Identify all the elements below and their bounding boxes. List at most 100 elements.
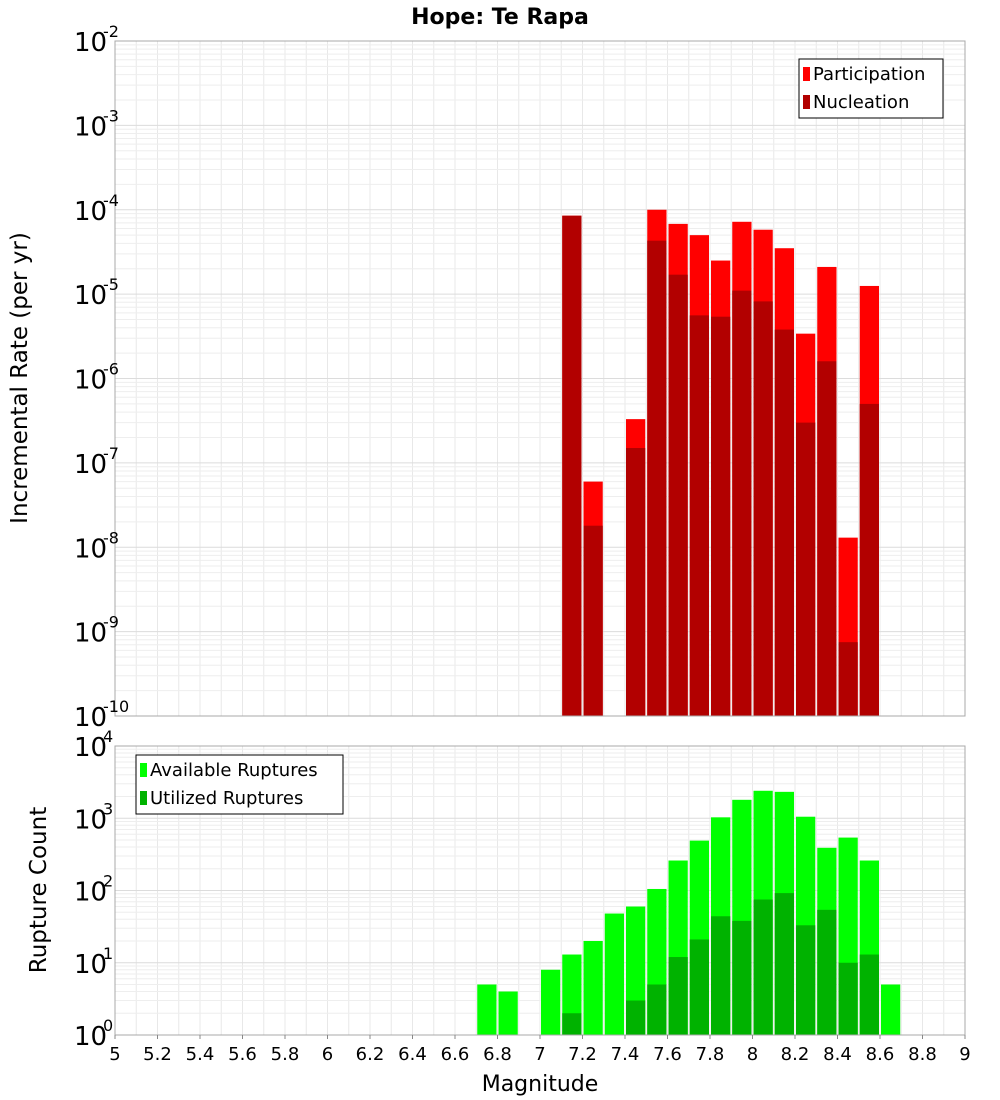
x-ticks: 5 5.2 5.4 5.6 5.8 6 6.2 6.4 6.6 6.8 7 7.2 7.4 7.6 7.8 8… <box>109 1035 971 1065</box>
bottom-y-tick-exponent: 4 <box>103 727 113 746</box>
legend-swatch-nucleation <box>803 95 810 109</box>
legend-label-participation: Participation <box>813 64 925 85</box>
bar-nucleation <box>817 361 837 716</box>
bottom-legend-box <box>135 754 344 815</box>
x-tick-label: 8.2 <box>781 1044 810 1065</box>
bottom-y-axis-label: Rupture Count <box>26 807 52 973</box>
bar-available-ruptures <box>477 984 497 1035</box>
bar-nucleation <box>647 240 667 717</box>
top-y-tick-exponent: -9 <box>103 613 119 632</box>
bottom-y-tick-label: 10 <box>74 950 107 980</box>
top-y-tick-exponent: -6 <box>103 360 119 379</box>
legend-label-utilized: Utilized Ruptures <box>150 788 303 809</box>
x-tick-label: 5 <box>109 1044 120 1065</box>
bar-nucleation <box>689 315 709 716</box>
bar-utilized-ruptures <box>732 920 752 1035</box>
x-tick-label: 7.2 <box>568 1044 597 1065</box>
bar-nucleation <box>774 329 794 716</box>
x-tick-label: 5.2 <box>143 1044 172 1065</box>
bottom-y-tick-exponent: 0 <box>103 1016 113 1035</box>
top-y-tick-exponent: -2 <box>103 22 119 41</box>
bottom-y-tick-label: 10 <box>74 1022 107 1052</box>
bar-utilized-ruptures <box>817 909 837 1035</box>
bar-available-ruptures <box>498 991 518 1035</box>
top-y-tick-label: 10 <box>74 703 107 733</box>
x-tick-label: 5.4 <box>186 1044 215 1065</box>
top-legend: Participation Nucleation <box>798 58 944 119</box>
x-tick-label: 8.8 <box>908 1044 937 1065</box>
x-tick-label: 9 <box>959 1044 970 1065</box>
bar-nucleation <box>626 448 646 716</box>
x-tick-label: 5.6 <box>228 1044 257 1065</box>
top-y-tick-exponent: -5 <box>103 275 119 294</box>
top-y-tick-exponent: -3 <box>103 106 119 125</box>
bar-utilized-ruptures <box>774 893 794 1035</box>
bar-nucleation <box>562 215 582 717</box>
bottom-y-tick-exponent: 3 <box>103 799 113 818</box>
bar-nucleation <box>796 422 816 716</box>
bar-available-ruptures <box>881 984 901 1035</box>
bar-nucleation <box>859 403 879 716</box>
top-y-tick-label: 10 <box>74 450 107 480</box>
bar-utilized-ruptures <box>796 925 816 1035</box>
top-bars <box>562 209 879 717</box>
bar-utilized-ruptures <box>689 939 709 1035</box>
bar-nucleation <box>753 301 773 716</box>
top-y-tick-label: 10 <box>74 281 107 311</box>
bottom-legend: Available Ruptures Utilized Ruptures <box>135 754 344 815</box>
x-tick-label: 6.4 <box>398 1044 427 1065</box>
x-tick-label: 7.4 <box>611 1044 640 1065</box>
bar-utilized-ruptures <box>668 957 688 1035</box>
bottom-y-tick-label: 10 <box>74 805 107 835</box>
top-y-tick-label: 10 <box>74 197 107 227</box>
legend-label-nucleation: Nucleation <box>813 92 909 113</box>
top-y-tick-label: 10 <box>74 534 107 564</box>
bar-nucleation <box>711 316 731 716</box>
bottom-y-tick-label: 10 <box>74 878 107 908</box>
bar-available-ruptures <box>583 941 603 1035</box>
x-tick-label: 7 <box>534 1044 545 1065</box>
bar-available-ruptures <box>604 913 624 1035</box>
top-y-tick-label: 10 <box>74 28 107 58</box>
x-tick-label: 7.8 <box>696 1044 725 1065</box>
x-tick-label: 7.6 <box>653 1044 682 1065</box>
top-y-tick-label: 10 <box>74 619 107 649</box>
top-legend-box <box>798 58 944 119</box>
top-y-tick-exponent: -4 <box>103 191 119 210</box>
top-y-tick-exponent: -7 <box>103 444 119 463</box>
x-tick-label: 6.8 <box>483 1044 512 1065</box>
bar-utilized-ruptures <box>838 962 858 1035</box>
x-tick-label: 6.6 <box>441 1044 470 1065</box>
top-plot-border <box>114 40 966 717</box>
bar-nucleation <box>732 290 752 716</box>
bar-utilized-ruptures <box>859 954 879 1035</box>
bar-available-ruptures <box>541 969 561 1035</box>
bar-utilized-ruptures <box>711 916 731 1035</box>
x-tick-label: 6.2 <box>356 1044 385 1065</box>
x-axis-label: Magnitude <box>482 1072 599 1097</box>
top-y-tick-label: 10 <box>74 366 107 396</box>
bar-nucleation <box>583 525 603 716</box>
legend-swatch-participation <box>803 67 810 81</box>
x-tick-label: 8 <box>747 1044 758 1065</box>
chart-title: Hope: Te Rapa <box>411 5 589 30</box>
bar-utilized-ruptures <box>562 1013 582 1035</box>
top-grid <box>115 41 965 716</box>
legend-swatch-available <box>140 763 147 777</box>
bar-utilized-ruptures <box>647 984 667 1035</box>
top-y-tick-label: 10 <box>74 112 107 142</box>
x-tick-label: 6 <box>322 1044 333 1065</box>
legend-label-available: Available Ruptures <box>150 760 318 781</box>
bottom-y-tick-exponent: 2 <box>103 872 113 891</box>
top-y-axis-label: Incremental Rate (per yr) <box>7 232 33 524</box>
bar-nucleation <box>668 274 688 716</box>
x-tick-label: 5.8 <box>271 1044 300 1065</box>
bar-nucleation <box>838 642 858 716</box>
bottom-bars <box>477 790 901 1035</box>
bottom-y-tick-label: 10 <box>74 733 107 763</box>
legend-swatch-utilized <box>140 791 147 805</box>
x-tick-label: 8.4 <box>823 1044 852 1065</box>
